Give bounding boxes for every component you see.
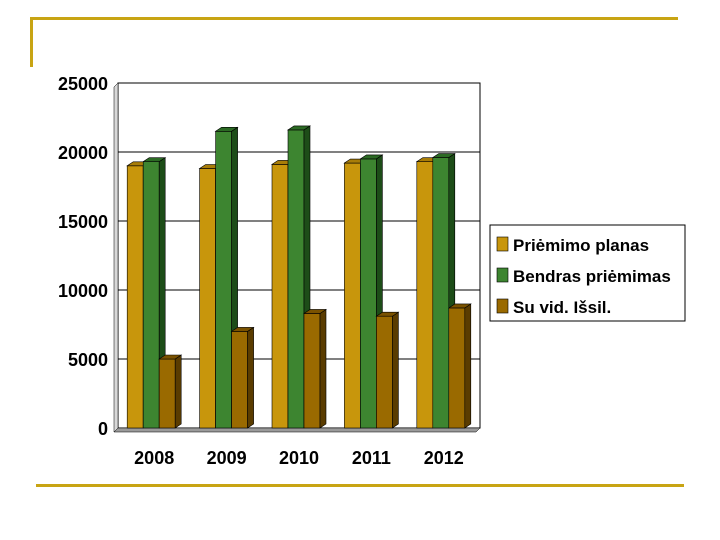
bar-front xyxy=(287,129,305,429)
legend-swatch xyxy=(496,267,509,283)
bar-front xyxy=(126,165,144,429)
bar-side xyxy=(319,308,327,429)
y-tick-label: 15000 xyxy=(58,212,108,232)
bar-front xyxy=(303,313,321,429)
bar-front xyxy=(432,157,450,429)
x-tick-label: 2008 xyxy=(134,448,174,468)
bar-top xyxy=(230,327,255,332)
x-tick-label: 2010 xyxy=(279,448,319,468)
bar xyxy=(303,308,327,429)
legend-label: Bendras priėmimas xyxy=(513,267,671,286)
y-tick-label: 25000 xyxy=(58,74,108,94)
y-tick-label: 20000 xyxy=(58,143,108,163)
bar-front xyxy=(158,358,176,429)
y-tick-label: 5000 xyxy=(68,350,108,370)
bar-top xyxy=(287,125,311,131)
bar-front xyxy=(344,162,361,429)
bar-top xyxy=(431,153,456,158)
x-tick-label: 2012 xyxy=(424,448,464,468)
plot-side-wall xyxy=(113,82,119,433)
bar-side xyxy=(464,303,472,429)
bar xyxy=(375,311,400,429)
bar-side xyxy=(392,311,399,429)
plot-floor xyxy=(113,427,481,433)
bar-top xyxy=(375,311,400,317)
bar-front xyxy=(142,161,160,429)
bar-top xyxy=(359,154,384,160)
decorative-bottom-line xyxy=(36,484,684,487)
bar-side xyxy=(174,354,182,429)
legend-label: Priėmimo planas xyxy=(513,236,649,255)
decorative-left-line xyxy=(30,17,33,67)
legend-swatch xyxy=(496,298,509,314)
bar-top xyxy=(142,157,167,162)
bar-front xyxy=(376,315,393,429)
bar-front xyxy=(231,331,248,429)
legend-label: Su vid. Išsil. xyxy=(513,298,611,317)
bar-top xyxy=(158,354,183,360)
bar-top xyxy=(303,309,327,314)
bar xyxy=(230,326,255,429)
bar-front xyxy=(416,161,434,429)
legend-swatch xyxy=(496,236,509,252)
y-tick-label: 10000 xyxy=(58,281,108,301)
decorative-top-line xyxy=(30,17,678,20)
x-tick-label: 2011 xyxy=(352,448,391,468)
bar-front xyxy=(271,164,289,429)
y-tick-label: 0 xyxy=(98,419,108,439)
bar-side xyxy=(247,326,254,429)
bar-front xyxy=(199,168,216,429)
bar-top xyxy=(214,127,239,132)
bar-top xyxy=(447,303,472,309)
bar-front xyxy=(360,158,377,429)
bar xyxy=(447,303,472,429)
bar xyxy=(158,354,183,429)
bar-front xyxy=(215,131,232,429)
legend-box xyxy=(489,224,686,322)
bar-front xyxy=(448,307,466,429)
x-tick-label: 2009 xyxy=(207,448,247,468)
